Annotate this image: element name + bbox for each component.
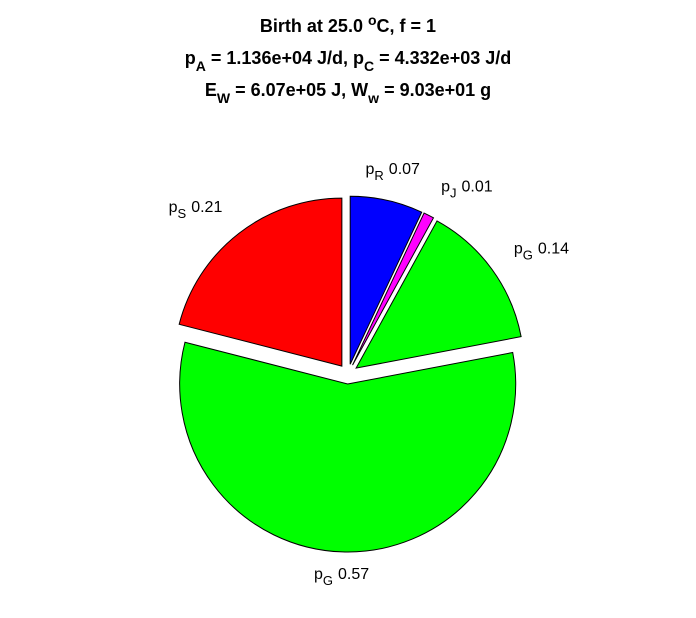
label-value: 0.21 [191, 199, 222, 216]
title-part: = 9.03e+01 g [379, 80, 491, 100]
label-name: p [366, 161, 375, 178]
label-sub: S [178, 206, 187, 221]
label-name: p [441, 178, 450, 195]
title-part: C [364, 58, 374, 74]
slice-label: pG 0.57 [314, 566, 369, 588]
title-part: = 6.07e+05 J, W [230, 80, 368, 100]
slice-label: pS 0.21 [169, 199, 223, 221]
label-value: 0.01 [461, 178, 492, 195]
slice-label: pJ 0.01 [441, 178, 493, 200]
label-value: 0.07 [389, 161, 420, 178]
chart-title: pA = 1.136e+04 J/d, pC = 4.332e+03 J/d [185, 48, 511, 74]
pie-slice [349, 195, 423, 365]
title-part: = 1.136e+04 J/d, p [206, 48, 364, 68]
pie-slice [352, 212, 435, 366]
title-part: w [367, 90, 379, 106]
title-part: W [217, 90, 231, 106]
slice-label: pR 0.07 [366, 161, 421, 183]
label-sub: G [523, 248, 533, 263]
chart-title: Birth at 25.0 oC, f = 1 [260, 12, 436, 36]
chart-title: EW = 6.07e+05 J, Ww = 9.03e+01 g [205, 80, 491, 106]
title-part: Birth at 25.0 [260, 16, 368, 36]
title-part: C, f = 1 [377, 16, 437, 36]
label-sub: J [450, 185, 457, 200]
title-part: A [196, 58, 206, 74]
label-name: p [514, 241, 523, 258]
label-value: 0.14 [538, 241, 569, 258]
title-part: o [368, 12, 377, 28]
label-sub: G [323, 573, 333, 588]
slice-label: pG 0.14 [514, 241, 569, 263]
label-sub: R [374, 168, 383, 183]
label-name: p [169, 199, 178, 216]
pie-slice [179, 341, 517, 553]
pie-slice [355, 220, 522, 369]
label-name: p [314, 566, 323, 583]
title-part: p [185, 48, 196, 68]
title-part: = 4.332e+03 J/d [374, 48, 511, 68]
pie-slice [178, 197, 343, 367]
label-value: 0.57 [338, 566, 369, 583]
title-part: E [205, 80, 217, 100]
